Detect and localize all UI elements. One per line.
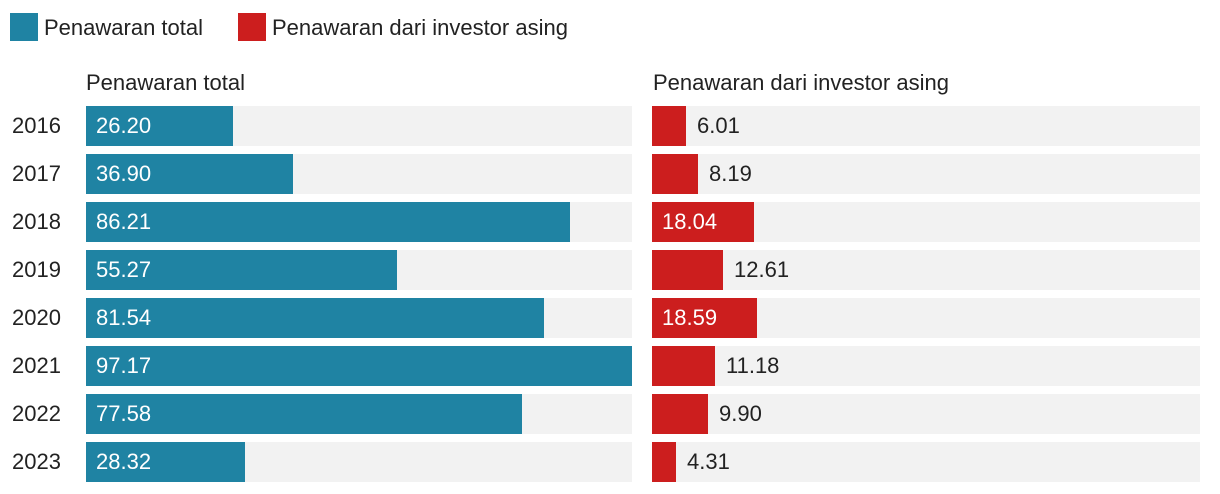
data-label: 97.17 [96,353,152,378]
bar-track: 9.90 [652,394,1200,434]
year-label: 2016 [12,113,61,138]
bar-track: 4.31 [652,442,1200,482]
bar-foreign [652,154,698,194]
bar-total [86,106,233,146]
bar-track: 36.90 [86,154,632,194]
legend-label-total: Penawaran total [44,15,203,40]
bar-foreign [652,250,723,290]
bar-foreign [652,202,754,242]
bar-total [86,442,245,482]
data-label: 36.90 [96,161,152,186]
data-label: 9.90 [719,401,762,426]
year-label: 2018 [12,209,61,234]
bar-track: 8.19 [652,154,1200,194]
year-label: 2022 [12,401,61,426]
bar-track: 77.58 [86,394,632,434]
data-label: 11.18 [726,353,780,378]
bar-foreign [652,394,708,434]
year-label: 2019 [12,257,61,282]
bar-total [86,346,632,386]
bar-track: 81.54 [86,298,632,338]
data-label: 8.19 [709,161,752,186]
bar-foreign [652,298,757,338]
panel-title-total: Penawaran total [86,70,245,95]
legend-swatch-foreign [238,13,266,41]
bar-foreign [652,106,686,146]
bar-track: 97.17 [86,346,632,386]
data-label: 86.21 [96,209,152,234]
data-label: 4.31 [687,449,730,474]
bar-track: 18.59 [652,298,1200,338]
year-label: 2020 [12,305,61,330]
bar-foreign [652,442,676,482]
bar-track: 11.18 [652,346,1200,386]
bar-total [86,202,570,242]
data-label: 81.54 [96,305,152,330]
bar-foreign [652,346,715,386]
data-label: 77.58 [96,401,152,426]
bar-track: 6.01 [652,106,1200,146]
bar-track: 12.61 [652,250,1200,290]
year-label: 2021 [12,353,61,378]
bar-total [86,298,544,338]
data-label: 28.32 [96,449,152,474]
bar-track: 26.20 [86,106,632,146]
legend-swatch-total [10,13,38,41]
year-label: 2017 [12,161,61,186]
bar-track: 55.27 [86,250,632,290]
bar-total [86,250,397,290]
data-label: 6.01 [697,113,740,138]
bar-track: 18.04 [652,202,1200,242]
data-label: 26.20 [96,113,152,138]
panel-title-foreign: Penawaran dari investor asing [653,70,949,95]
bar-total [86,154,293,194]
bar-total [86,394,522,434]
bar-track: 86.21 [86,202,632,242]
legend-label-foreign: Penawaran dari investor asing [272,15,568,40]
data-label: 12.61 [734,257,790,282]
data-label: 18.59 [662,305,718,330]
bar-track: 28.32 [86,442,632,482]
data-label: 18.04 [662,209,718,234]
year-label: 2023 [12,449,61,474]
data-label: 55.27 [96,257,152,282]
